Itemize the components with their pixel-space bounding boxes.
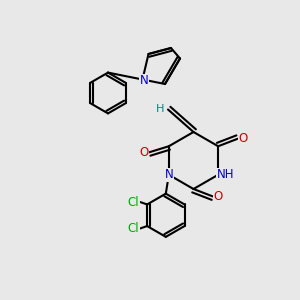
Text: Cl: Cl: [128, 222, 140, 235]
Text: Cl: Cl: [128, 196, 140, 208]
Text: H: H: [156, 104, 165, 115]
Text: N: N: [164, 168, 173, 181]
Text: N: N: [140, 74, 148, 88]
Text: O: O: [139, 146, 148, 159]
Text: O: O: [238, 132, 248, 145]
Text: NH: NH: [217, 168, 234, 181]
Text: O: O: [214, 190, 223, 203]
